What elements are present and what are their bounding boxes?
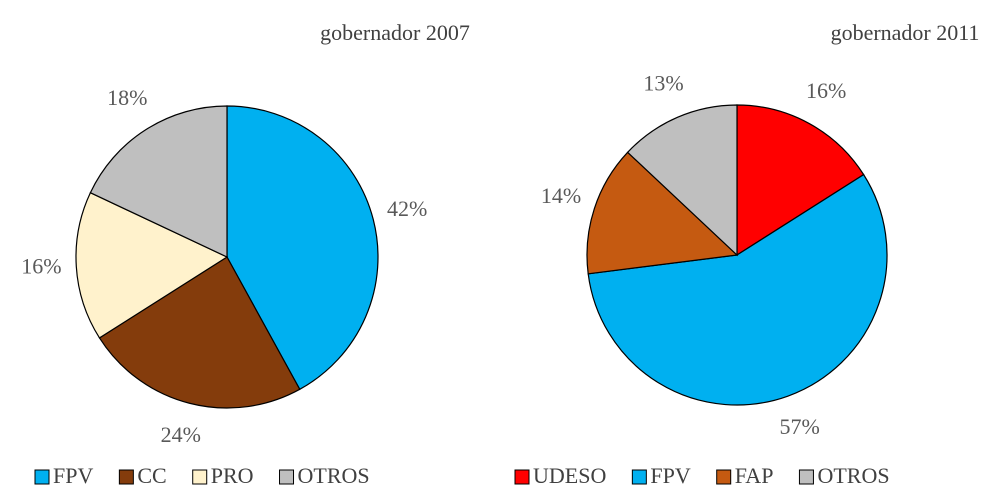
data-label: 16%: [21, 254, 61, 279]
chart-title: gobernador 2007: [320, 20, 470, 45]
data-label: 13%: [643, 70, 683, 95]
legend-swatch: [798, 469, 814, 485]
pie-slice: [226, 105, 379, 391]
pie-slice: [626, 104, 738, 257]
chart-title: gobernador 2011: [831, 20, 980, 45]
legend-label: FAP: [735, 463, 774, 488]
pie-slice: [98, 256, 301, 409]
legend-swatch: [514, 469, 530, 485]
legend-label: CC: [137, 463, 166, 488]
pie-slice: [89, 105, 228, 258]
pie-slice: [587, 173, 888, 406]
data-label: 16%: [806, 78, 846, 103]
legend-swatch: [279, 469, 295, 485]
legend-label: UDESO: [533, 463, 606, 488]
data-label: 14%: [541, 183, 581, 208]
legend-label: FPV: [650, 463, 690, 488]
data-label: 24%: [161, 422, 201, 447]
data-label: 42%: [387, 196, 427, 221]
pie-slice: [586, 151, 739, 275]
legend-swatch: [631, 469, 647, 485]
pie-slice: [736, 104, 865, 257]
pie-slice: [75, 191, 229, 339]
legend-swatch: [192, 469, 208, 485]
legend-swatch: [34, 469, 50, 485]
legend-label: OTROS: [817, 463, 889, 488]
data-label: 18%: [107, 85, 147, 110]
legend-swatch: [118, 469, 134, 485]
legend-label: PRO: [211, 463, 254, 488]
data-label: 57%: [780, 414, 820, 439]
legend-swatch: [716, 469, 732, 485]
legend-label: FPV: [53, 463, 93, 488]
legend-label: OTROS: [298, 463, 370, 488]
